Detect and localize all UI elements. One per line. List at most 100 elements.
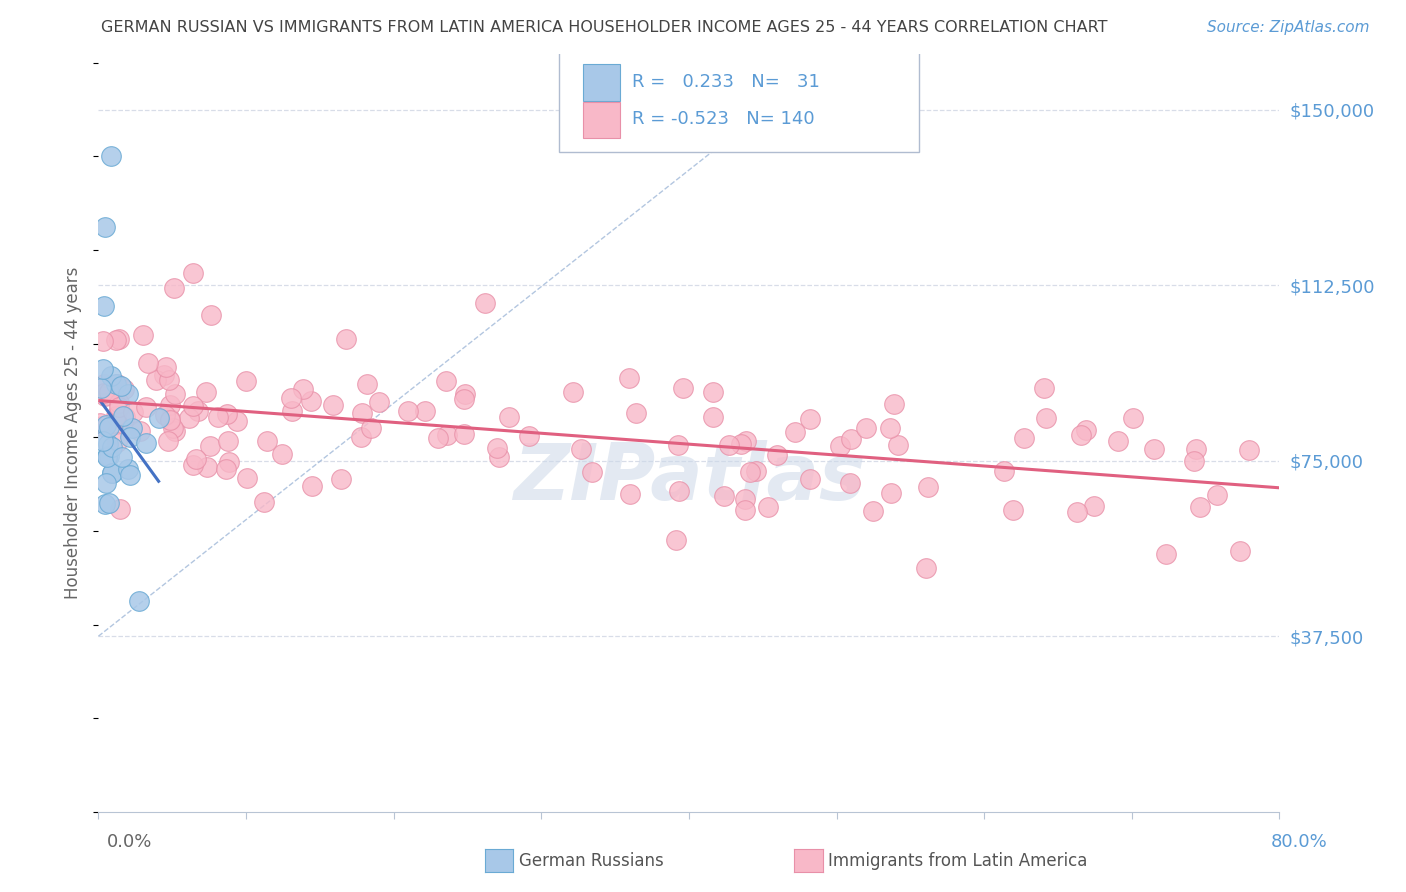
Point: [322, 398, 344, 412]
Point: [280, 392, 302, 406]
Point: [1070, 428, 1092, 442]
Text: 0.0%: 0.0%: [107, 833, 152, 851]
Point: [1074, 423, 1097, 437]
Point: [713, 489, 735, 503]
Point: [159, 413, 181, 427]
Point: [270, 447, 292, 461]
Point: [97, 385, 120, 400]
Point: [517, 428, 540, 442]
Point: [453, 427, 475, 442]
Text: R =   0.233   N=   31: R = 0.233 N= 31: [633, 72, 820, 91]
Point: [112, 409, 135, 424]
Point: [93, 219, 115, 234]
Point: [128, 594, 150, 608]
Point: [299, 394, 322, 409]
Point: [155, 408, 177, 422]
Point: [839, 432, 862, 446]
Point: [1143, 442, 1166, 457]
Point: [217, 407, 239, 421]
Point: [1066, 505, 1088, 519]
Point: [734, 503, 756, 517]
Point: [485, 441, 508, 455]
Point: [94, 389, 117, 403]
Point: [1035, 411, 1057, 425]
Point: [110, 379, 132, 393]
Point: [562, 384, 585, 399]
FancyBboxPatch shape: [582, 102, 620, 138]
Point: [105, 435, 128, 450]
Text: ZIPatlas: ZIPatlas: [513, 440, 865, 516]
Point: [253, 495, 276, 509]
Point: [436, 428, 458, 442]
Text: Immigrants from Latin America: Immigrants from Latin America: [828, 852, 1087, 870]
Point: [135, 401, 157, 415]
Point: [1122, 411, 1144, 425]
Point: [100, 467, 122, 481]
Point: [186, 452, 208, 467]
Point: [157, 374, 180, 388]
Point: [350, 430, 373, 444]
Point: [100, 466, 122, 480]
Point: [187, 403, 209, 417]
Point: [329, 472, 352, 486]
Point: [100, 368, 122, 383]
Point: [665, 533, 688, 548]
Point: [360, 420, 382, 434]
Point: [183, 267, 205, 281]
FancyBboxPatch shape: [582, 64, 620, 101]
Point: [256, 434, 278, 448]
Point: [91, 418, 114, 433]
Point: [738, 465, 761, 479]
Point: [155, 359, 177, 374]
Point: [453, 392, 475, 407]
Point: [111, 450, 134, 464]
Point: [108, 332, 131, 346]
Point: [153, 368, 176, 382]
Point: [235, 471, 257, 485]
Point: [93, 376, 115, 391]
Point: [156, 434, 179, 449]
Point: [162, 421, 184, 435]
Point: [226, 414, 249, 428]
Text: German Russians: German Russians: [519, 852, 664, 870]
Point: [217, 434, 239, 449]
Point: [114, 409, 136, 424]
Point: [1185, 442, 1208, 456]
Point: [107, 377, 129, 392]
Point: [91, 434, 114, 449]
Point: [1107, 434, 1129, 448]
Point: [198, 439, 221, 453]
Point: [569, 442, 592, 457]
Point: [301, 479, 323, 493]
Point: [413, 404, 436, 418]
Point: [855, 420, 877, 434]
Point: [488, 450, 510, 464]
Point: [118, 430, 141, 444]
Point: [97, 496, 120, 510]
Point: [666, 437, 689, 451]
Point: [887, 438, 910, 452]
Y-axis label: Householder Income Ages 25 - 44 years: Householder Income Ages 25 - 44 years: [65, 267, 83, 599]
Point: [110, 411, 132, 425]
Point: [107, 417, 129, 432]
Point: [91, 362, 114, 376]
Point: [108, 502, 131, 516]
Point: [1239, 442, 1261, 457]
Text: 80.0%: 80.0%: [1271, 833, 1327, 851]
Point: [702, 409, 724, 424]
Point: [121, 421, 143, 435]
Point: [132, 328, 155, 343]
Point: [117, 387, 139, 401]
Point: [108, 400, 131, 414]
Point: [734, 491, 756, 506]
Point: [828, 439, 851, 453]
Point: [766, 448, 789, 462]
Point: [668, 484, 690, 499]
Point: [1032, 381, 1054, 395]
Point: [718, 438, 741, 452]
Point: [799, 472, 821, 486]
Point: [671, 381, 693, 395]
Point: [498, 410, 520, 425]
Text: R = -0.523   N= 140: R = -0.523 N= 140: [633, 111, 815, 128]
Point: [454, 387, 477, 401]
